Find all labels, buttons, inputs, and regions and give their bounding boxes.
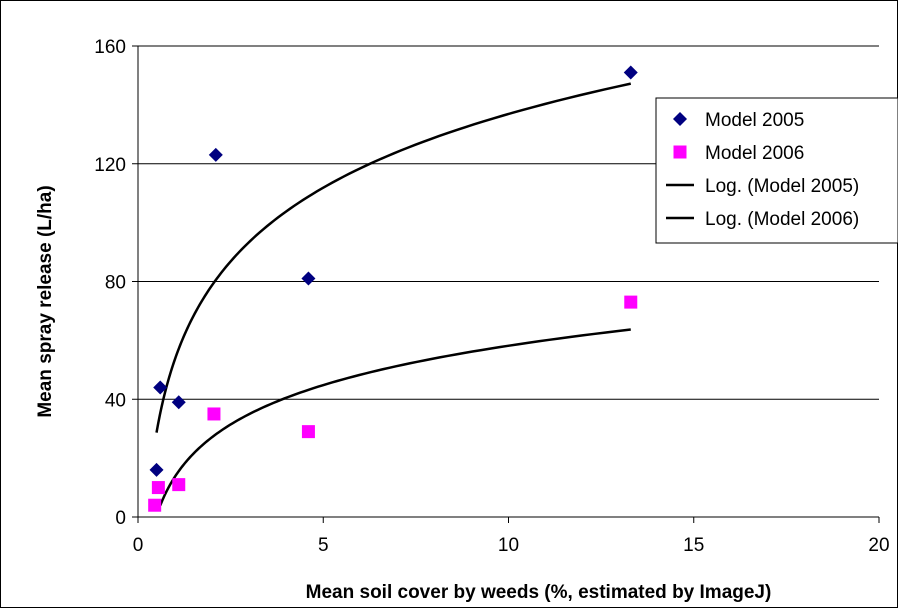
point-series2-2 bbox=[151, 481, 165, 495]
point-series1-5 bbox=[301, 271, 316, 286]
point-series1-3 bbox=[171, 395, 186, 410]
point-series2-3 bbox=[172, 478, 186, 492]
legend-swatch-1 bbox=[673, 112, 687, 126]
x-tick-label-0: 0 bbox=[133, 535, 144, 556]
legend-label-4: Log. (Model 2006) bbox=[705, 209, 859, 230]
trendline-1 bbox=[155, 82, 632, 433]
x-tick-label-20: 20 bbox=[868, 535, 889, 556]
legend-box bbox=[655, 97, 898, 244]
y-tick-label-160: 160 bbox=[94, 37, 126, 58]
x-axis-title: Mean soil cover by weeds (%, estimated b… bbox=[306, 582, 772, 603]
x-tick-label-10: 10 bbox=[498, 535, 519, 556]
point-series2-4 bbox=[207, 407, 221, 421]
point-series1-6 bbox=[623, 65, 638, 80]
point-series2-5 bbox=[301, 425, 315, 439]
point-series1-4 bbox=[208, 147, 223, 162]
legend: Model 2005 Model 2006 Log. (Model 2005) Log… bbox=[655, 97, 898, 244]
y-axis-title: Mean spray release (L/ha) bbox=[35, 185, 56, 417]
legend-label-3: Log. (Model 2005) bbox=[705, 176, 859, 197]
trendlines bbox=[155, 82, 632, 506]
tick-labels: 0 40 80 120 160 0 5 10 15 20 bbox=[94, 37, 889, 556]
y-tick-label-40: 40 bbox=[105, 390, 126, 411]
x-tick-label-5: 5 bbox=[318, 535, 329, 556]
point-series2-6 bbox=[624, 295, 638, 309]
legend-swatch-2 bbox=[673, 145, 687, 159]
legend-entries: Model 2005 Model 2006 Log. (Model 2005) Log… bbox=[666, 110, 859, 230]
x-tick-label-15: 15 bbox=[683, 535, 704, 556]
trendline-2 bbox=[159, 328, 631, 506]
gridlines bbox=[138, 45, 879, 400]
y-tick-label-80: 80 bbox=[105, 273, 126, 294]
y-tick-label-0: 0 bbox=[115, 508, 126, 529]
point-series2-1 bbox=[148, 498, 162, 512]
y-tick-label-120: 120 bbox=[94, 155, 126, 176]
legend-label-2: Model 2006 bbox=[705, 143, 804, 164]
axes bbox=[132, 45, 880, 523]
point-series1-1 bbox=[149, 462, 164, 477]
data-points bbox=[148, 65, 638, 512]
legend-label-1: Model 2005 bbox=[705, 110, 804, 131]
point-series1-2 bbox=[153, 380, 168, 395]
